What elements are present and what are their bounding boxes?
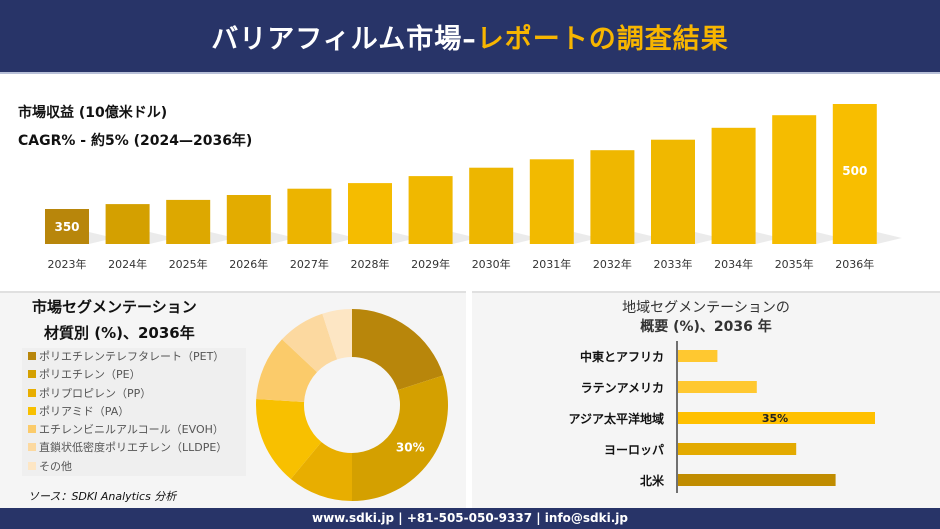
legend-item: その他 (22, 458, 246, 476)
x-tick-label: 2031年 (532, 257, 571, 271)
legend-swatch (28, 443, 36, 452)
data-label: 500 (842, 164, 867, 178)
region-bar (678, 443, 797, 455)
bar-2033年 (651, 139, 695, 244)
x-tick-label: 2036年 (835, 257, 874, 271)
bar-2034年 (711, 127, 756, 244)
cagr-label: CAGR% - 約5% (2024—2036年) (18, 133, 253, 149)
legend-label: 直鎖状低密度ポリエチレン（LLDPE） (39, 441, 228, 455)
x-tick-label: 2023年 (48, 257, 87, 271)
legend-item: ポリエチレン（PE） (22, 366, 246, 384)
region-bar (678, 474, 836, 486)
region-bar (678, 350, 718, 362)
region-bar (678, 412, 875, 424)
bar-shadow (816, 232, 842, 244)
bar-2026年 (226, 195, 271, 244)
legend-swatch (28, 388, 36, 397)
x-tick-label: 2028年 (351, 257, 390, 271)
legend-label: ポリエチレンテレフタレート（PET） (39, 350, 225, 363)
legend-swatch (28, 461, 36, 470)
region-label: 北米 (640, 473, 665, 488)
donut-slice-3 (256, 398, 322, 479)
data-label: 350 (54, 220, 79, 234)
bar-shadow (392, 232, 417, 244)
donut-slice-6 (322, 309, 352, 360)
bar-2027年 (287, 188, 332, 244)
legend-label: エチレンビニルアルコール（EVOH） (39, 423, 224, 437)
region-title: 地域セグメンテーションの (622, 300, 790, 316)
bar-2030年 (469, 167, 514, 244)
region-label: アジア太平洋地域 (568, 411, 664, 426)
donut-slice-0 (352, 309, 444, 391)
contact-footer: www.sdki.jp | +81-505-050-9337 | info@sd… (0, 508, 940, 529)
source-note: ソース：SDKI Analytics 分析 (28, 490, 177, 503)
legend-item: ポリアミド（PA） (22, 403, 246, 421)
x-tick-label: 2032年 (593, 257, 632, 271)
bar-shadow (89, 232, 114, 244)
bar-2023年 (45, 209, 89, 244)
bar-shadow (876, 232, 902, 244)
x-tick-label: 2033年 (654, 257, 693, 271)
legend-swatch (28, 425, 36, 434)
bar-2035年 (772, 115, 817, 244)
bar-shadow (695, 232, 720, 244)
bar-2024年 (105, 204, 150, 244)
bar-2031年 (529, 159, 574, 244)
bar-2028年 (348, 183, 392, 244)
bar-shadow (513, 232, 539, 244)
bar-shadow (634, 232, 660, 244)
revenue-label: 市場収益 (10億米ドル) (18, 105, 168, 121)
bar-shadow (270, 232, 296, 244)
bar-shadow (149, 232, 175, 244)
title-accent: レポートの調査結果 (476, 23, 729, 55)
material-title: 市場セグメンテーション (32, 298, 197, 316)
region-label: ヨーロッパ (604, 443, 664, 457)
x-tick-label: 2029年 (411, 257, 450, 271)
donut-slice-5 (282, 313, 338, 373)
x-tick-label: 2026年 (229, 257, 268, 271)
x-tick-label: 2024年 (108, 257, 147, 271)
region-panel (472, 291, 940, 508)
x-tick-label: 2030年 (472, 257, 511, 271)
slice-label: 30% (396, 440, 425, 454)
bar-shadow (573, 232, 599, 244)
donut-slice-2 (290, 441, 352, 501)
region-label: 中東とアフリカ (580, 349, 664, 364)
x-tick-label: 2034年 (714, 257, 753, 271)
legend-label: ポリプロピレン（PP） (39, 386, 152, 400)
material-subtitle: 材質別 (%)、2036年 (44, 324, 195, 342)
material-legend: ポリエチレンテレフタレート（PET） ポリエチレン（PE） ポリプロピレン（PP） ポ… (22, 348, 246, 476)
donut-slice-1 (352, 375, 448, 501)
x-tick-label: 2025年 (169, 257, 208, 271)
legend-item: ポリプロピレン（PP） (22, 385, 246, 403)
title-main: バリアフィルム市場– (211, 23, 477, 55)
bar-shadow (452, 232, 478, 244)
donut-slice-4 (256, 339, 318, 402)
page-title: バリアフィルム市場– レポートの調査結果 (0, 0, 940, 74)
legend-label: その他 (39, 459, 72, 473)
legend-item: 直鎖状低密度ポリエチレン（LLDPE） (22, 439, 246, 457)
legend-label: ポリアミド（PA） (39, 404, 130, 418)
bar-2029年 (408, 176, 453, 244)
legend-item: ポリエチレンテレフタレート（PET） (22, 348, 246, 366)
legend-item: エチレンビニルアルコール（EVOH） (22, 421, 246, 439)
region-subtitle: 概要 (%)、2036 年 (640, 319, 772, 335)
revenue-bar-chart: 2023年 350 2024年 2025年 2026年 2027年 2028年 2029年 20… (45, 104, 902, 271)
legend-swatch (28, 406, 36, 415)
bar-shadow (331, 232, 357, 244)
region-data-label: 35% (762, 412, 788, 425)
legend-swatch (28, 352, 36, 360)
region-bar (678, 381, 757, 393)
bar-2032年 (590, 150, 635, 244)
bar-shadow (210, 232, 236, 244)
region-label: ラテンアメリカ (581, 381, 664, 395)
legend-swatch (28, 370, 36, 379)
x-tick-label: 2035年 (775, 257, 814, 271)
bar-2025年 (166, 199, 211, 244)
bar-2036年 (832, 104, 877, 244)
x-tick-label: 2027年 (290, 257, 329, 271)
bar-shadow (755, 232, 781, 244)
legend-label: ポリエチレン（PE） (39, 368, 141, 382)
